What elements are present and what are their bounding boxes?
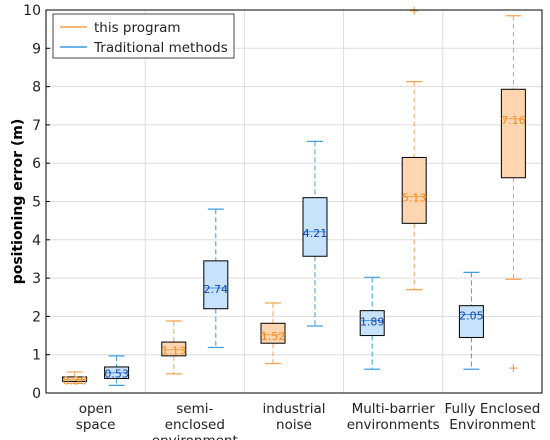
median-value-label: 1.52 [261, 330, 286, 343]
x-category-label: semi- [176, 401, 213, 417]
x-category-label: Multi-barrier [352, 401, 436, 417]
y-tick-label: 9 [32, 41, 41, 57]
y-tick-label: 3 [32, 271, 41, 287]
x-category-label: noise [276, 417, 312, 433]
y-tick-label: 4 [32, 233, 41, 249]
median-value-label: 5.13 [402, 192, 427, 205]
median-value-label: 7.16 [501, 114, 526, 127]
median-value-label: 1.13 [162, 345, 187, 358]
y-tick-label: 10 [23, 3, 41, 19]
x-category-label: environments [347, 417, 440, 433]
median-value-label: 0.36 [62, 375, 87, 388]
plot-marks: 0.36 0.53 1.13 2.74 1.52 4.21 1.89 5.13 2.05 7.16 [62, 6, 526, 388]
median-value-label: 4.21 [303, 227, 328, 240]
x-category-label: environment [152, 433, 238, 440]
y-tick-label: 5 [32, 195, 41, 211]
x-category-label: Environment [449, 417, 535, 433]
box-iqr [203, 260, 229, 310]
legend-box [52, 13, 235, 59]
x-category-label: Fully Enclosed [445, 401, 541, 417]
box-iqr [401, 156, 427, 224]
legend-entry-label: this program [94, 20, 181, 36]
x-category-label: enclosed [165, 417, 225, 433]
median-value-label: 2.05 [459, 309, 484, 322]
box-iqr [458, 305, 484, 338]
y-tick-label: 7 [32, 118, 41, 134]
median-value-label: 2.74 [204, 283, 229, 296]
x-category-label: open [79, 401, 113, 417]
y-axis-label: positioning error (m) [10, 119, 26, 285]
x-category-label: space [76, 417, 116, 433]
box-iqr [260, 322, 286, 344]
legend-entry-label: Traditional methods [93, 40, 228, 56]
box-iqr [359, 310, 385, 337]
y-tick-label: 6 [32, 156, 41, 172]
legend: this program Traditional methods [52, 13, 235, 59]
median-value-label: 0.53 [104, 368, 129, 381]
box-iqr [500, 88, 526, 179]
box-iqr [302, 197, 328, 257]
median-value-label: 1.89 [360, 316, 385, 329]
y-tick-label: 1 [32, 348, 41, 364]
box-iqr [161, 341, 187, 357]
y-tick-label: 2 [32, 309, 41, 325]
y-tick-label: 8 [32, 80, 41, 96]
x-category-label: industrial [262, 401, 325, 417]
axes: 012345678910openspacesemi-enclosedenviro… [23, 3, 540, 440]
y-tick-label: 0 [32, 386, 41, 402]
